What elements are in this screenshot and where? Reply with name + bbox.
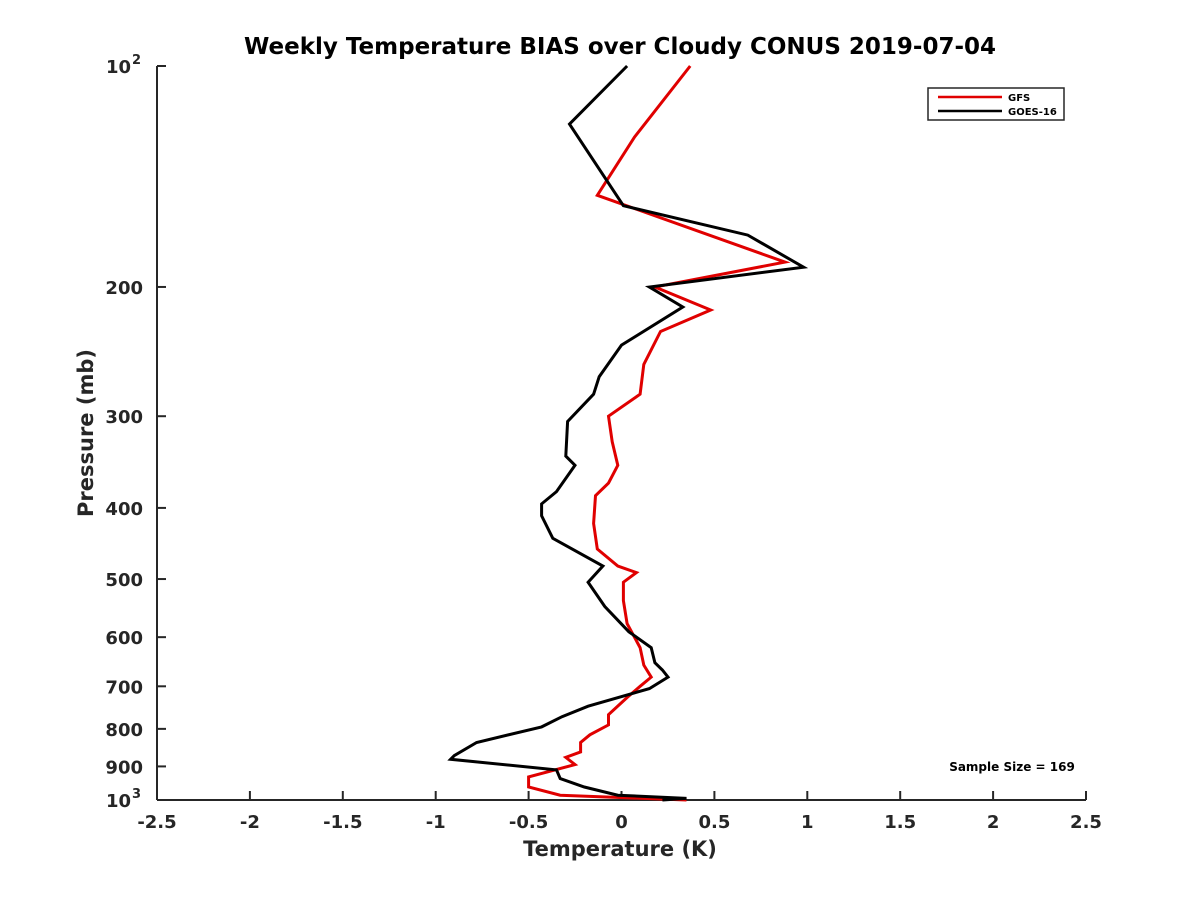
y-tick-label: 800	[105, 720, 143, 741]
y-tick-label: 200	[105, 278, 143, 299]
y-tick-label: 10	[106, 57, 131, 78]
x-tick-label: -0.5	[509, 812, 548, 833]
legend-label: GFS	[1008, 93, 1030, 104]
x-axis-label: Temperature (K)	[523, 837, 717, 861]
y-tick-label: 700	[105, 677, 143, 698]
x-tick-label: -1.5	[323, 812, 362, 833]
y-axis-label: Pressure (mb)	[74, 349, 98, 517]
x-tick-label: 0.5	[698, 812, 730, 833]
y-tick-exponent: 2	[132, 53, 141, 68]
x-tick-label: -2	[240, 812, 260, 833]
legend: GFS GOES-16	[927, 87, 1065, 121]
legend-label: GOES-16	[1008, 107, 1057, 118]
y-tick-exponent: 3	[132, 787, 141, 802]
x-tick-label: 0	[615, 812, 628, 833]
y-tick-label: 10	[106, 791, 131, 812]
y-tick-label: 600	[105, 628, 143, 649]
y-tick-label: 900	[105, 757, 143, 778]
axes: -2.5 -2 -1.5 -1 -0.5 0 0.5 1 1.5 2 2.510 2200300400…	[105, 53, 1102, 833]
x-tick-label: -2.5	[137, 812, 176, 833]
legend-box	[927, 87, 1065, 121]
sample-size-annotation: Sample Size = 169	[949, 760, 1075, 774]
series-layer	[447, 64, 809, 802]
x-tick-label: -1	[426, 812, 446, 833]
chart-title: Weekly Temperature BIAS over Cloudy CONU…	[244, 34, 996, 60]
x-tick-label: 1	[801, 812, 814, 833]
x-tick-label: 1.5	[884, 812, 916, 833]
x-tick-label: 2	[987, 812, 1000, 833]
x-tick-label: 2.5	[1070, 812, 1102, 833]
series-line-gfs	[527, 65, 791, 802]
y-tick-label: 300	[105, 407, 143, 428]
y-tick-label: 500	[105, 570, 143, 591]
y-tick-label: 400	[105, 499, 143, 520]
series-line-goes-16	[447, 64, 809, 802]
